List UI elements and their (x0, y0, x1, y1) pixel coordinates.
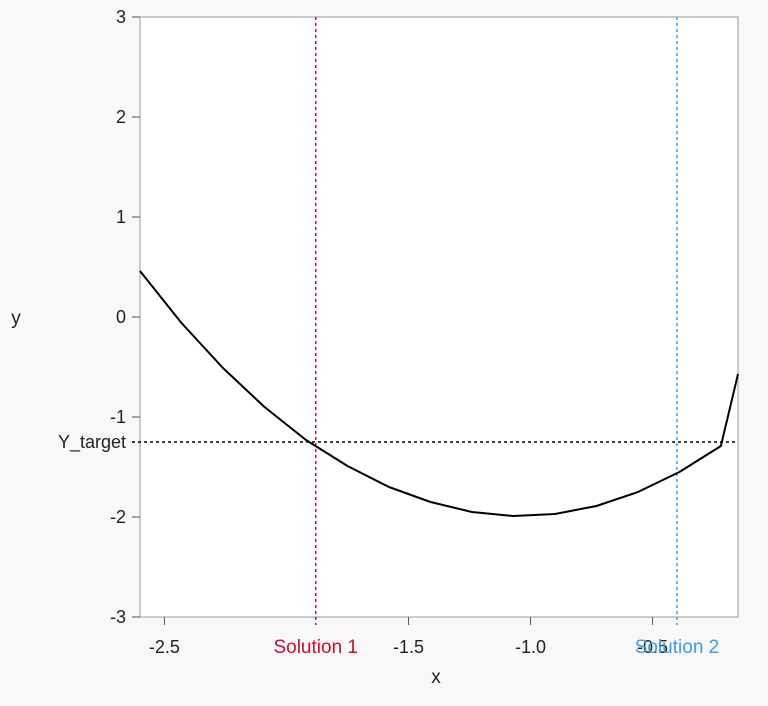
x-axis: -2.5 -1.5 -1.0 -0.5 (149, 617, 668, 657)
plot-area (139, 16, 739, 618)
solution-2-label: Solution 2 (635, 637, 720, 658)
reference-lines: Y_target Solution 1 Solution 2 (58, 17, 738, 658)
x-tick-label: -1.5 (393, 637, 424, 657)
y-target-label: Y_target (58, 432, 126, 453)
series-line (139, 270, 739, 517)
x-tick-label: -0.5 (637, 637, 668, 657)
x-tick-label: -2.5 (149, 637, 180, 657)
y-tick-label: -2 (110, 507, 126, 527)
y-tick-label: 2 (116, 107, 126, 127)
y-tick-label: -1 (110, 407, 126, 427)
y-tick-label: -3 (110, 607, 126, 627)
y-tick-label: 3 (116, 7, 126, 27)
y-tick-label: 0 (116, 307, 126, 327)
y-axis-label: y (11, 308, 21, 329)
x-axis-label: x (431, 667, 441, 688)
series-layer (139, 270, 739, 517)
solution-1-label: Solution 1 (273, 637, 358, 658)
y-axis: 3 2 1 0 -1 -2 -3 (110, 7, 140, 627)
x-tick-label: -1.0 (515, 637, 546, 657)
y-tick-label: 1 (116, 207, 126, 227)
